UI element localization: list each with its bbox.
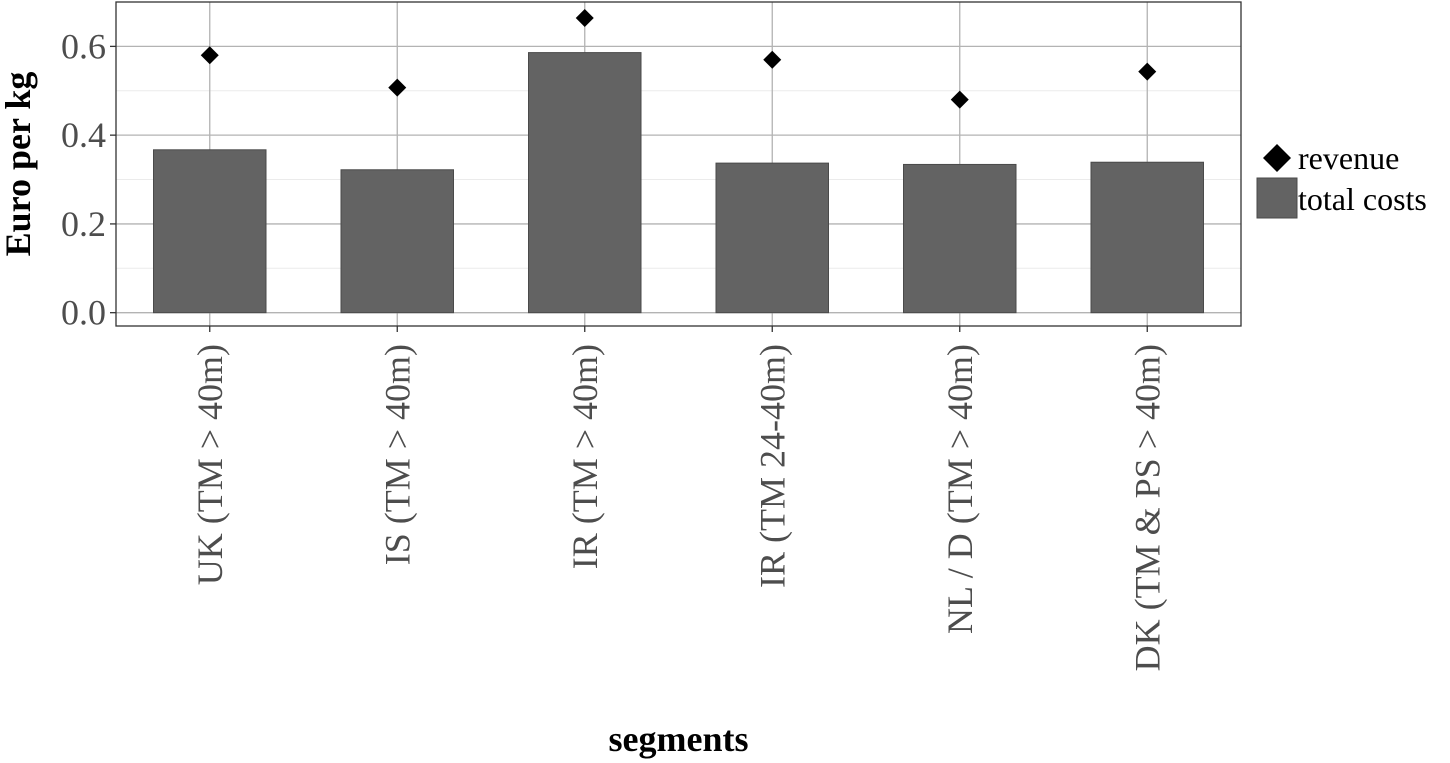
x-tick-label: IR (TM > 40m)	[565, 344, 605, 569]
x-tick-label: IS (TM > 40m)	[377, 344, 417, 565]
legend-revenue-label: revenue	[1298, 140, 1399, 176]
x-tick-label: IR (TM 24-40m)	[752, 344, 792, 588]
total-costs-bar	[715, 162, 829, 314]
revenue-point	[1138, 62, 1157, 81]
x-tick-label: UK (TM > 40m)	[190, 344, 230, 585]
total-costs-bar	[528, 52, 642, 314]
total-costs-bar	[1090, 161, 1204, 314]
bars	[153, 52, 1204, 314]
legend-total-costs-label: total costs	[1298, 181, 1427, 217]
legend-revenue-symbol	[1263, 144, 1291, 172]
revenue-point	[763, 50, 782, 69]
y-tick-label: 0.6	[61, 26, 106, 66]
y-tick-label: 0.0	[61, 293, 106, 333]
revenue-point	[950, 90, 969, 109]
revenue-point	[575, 8, 594, 27]
revenue-point	[200, 46, 219, 65]
y-tick-label: 0.2	[61, 204, 106, 244]
legend: revenue total costs	[1256, 140, 1427, 219]
x-axis-title: segments	[609, 719, 749, 759]
revenue-points	[200, 8, 1157, 109]
total-costs-bar	[903, 163, 1017, 314]
y-axis-ticks: 0.0 0.2 0.4 0.6	[61, 26, 116, 333]
plot-border	[115, 1, 1242, 327]
x-tick-label: NL / D (TM > 40m)	[940, 344, 980, 634]
total-costs-bar	[340, 169, 454, 314]
total-costs-bar	[153, 149, 267, 314]
x-axis-ticks: UK (TM > 40m) IS (TM > 40m) IR (TM > 40m) I…	[190, 326, 1167, 671]
legend-total-costs-symbol	[1256, 177, 1298, 219]
revenue-point	[388, 78, 407, 97]
x-tick-label: DK (TM & PS > 40m)	[1127, 344, 1167, 671]
y-tick-label: 0.4	[61, 115, 106, 155]
gridlines	[116, 2, 1241, 326]
y-axis-title: Euro per kg	[0, 72, 38, 257]
